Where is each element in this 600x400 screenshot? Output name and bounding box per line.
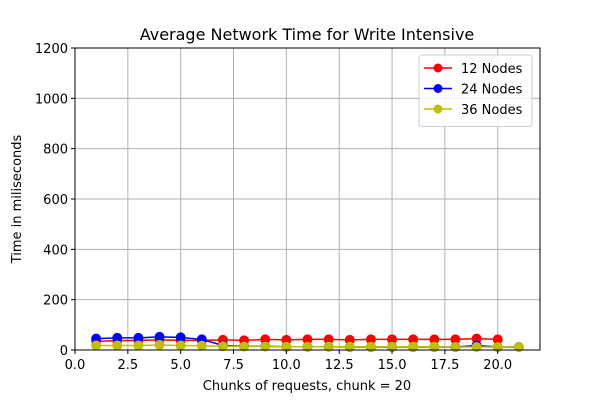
data-point (154, 339, 165, 350)
data-point (196, 340, 207, 351)
data-point (344, 341, 355, 352)
x-tick-label: 7.5 (223, 358, 244, 373)
data-point (217, 341, 228, 352)
legend-label: 36 Nodes (461, 103, 523, 118)
x-tick-label: 17.5 (430, 358, 459, 373)
data-point (429, 341, 440, 352)
legend-label: 12 Nodes (461, 62, 523, 77)
series-group (91, 331, 524, 352)
y-tick-label: 400 (43, 243, 68, 258)
data-point (323, 341, 334, 352)
chart-title: Average Network Time for Write Intensive (140, 25, 475, 44)
data-point (112, 340, 123, 351)
data-point (302, 341, 313, 352)
y-tick-label: 200 (43, 294, 68, 309)
legend-item: 24 Nodes (424, 83, 523, 98)
x-tick-label: 15.0 (378, 358, 407, 373)
x-tick-label: 12.5 (325, 358, 354, 373)
x-axis-label: Chunks of requests, chunk = 20 (203, 379, 411, 394)
grid (74, 47, 540, 351)
y-tick-label: 800 (43, 143, 68, 158)
data-point (408, 341, 419, 352)
x-tick-label: 2.5 (117, 358, 138, 373)
data-point (513, 341, 524, 352)
data-point (175, 340, 186, 351)
y-tick-label: 1200 (35, 42, 68, 57)
x-tick-label: 5.0 (170, 358, 191, 373)
x-tick-label: 10.0 (272, 358, 301, 373)
series-36-nodes (91, 339, 524, 352)
legend: 12 Nodes 24 Nodes 36 Nodes (418, 54, 533, 127)
data-point (239, 341, 250, 352)
legend-swatch-marker (433, 63, 443, 73)
x-tick-label: 0.0 (65, 358, 86, 373)
data-point (365, 341, 376, 352)
legend-swatch-marker (433, 104, 443, 114)
legend-item: 12 Nodes (424, 62, 523, 77)
y-tick-label: 600 (43, 193, 68, 208)
data-point (260, 341, 271, 352)
y-axis-label: Time in miliseconds (10, 134, 25, 264)
legend-item: 36 Nodes (424, 103, 523, 118)
legend-swatch-marker (433, 84, 443, 93)
y-ticks: 0 200 400 600 800 1000 1200 (35, 42, 75, 359)
series-12-nodes (91, 333, 503, 347)
data-point (471, 341, 482, 352)
y-tick-label: 0 (60, 344, 68, 359)
x-ticks: 0.0 2.5 5.0 7.5 10.0 12.5 15.0 17.5 20.0 (65, 350, 512, 373)
y-tick-label: 1000 (35, 92, 68, 107)
legend-label: 24 Nodes (461, 83, 523, 98)
data-point (450, 341, 461, 352)
x-tick-label: 20.0 (483, 358, 512, 373)
data-point (91, 340, 102, 351)
data-point (133, 340, 144, 351)
